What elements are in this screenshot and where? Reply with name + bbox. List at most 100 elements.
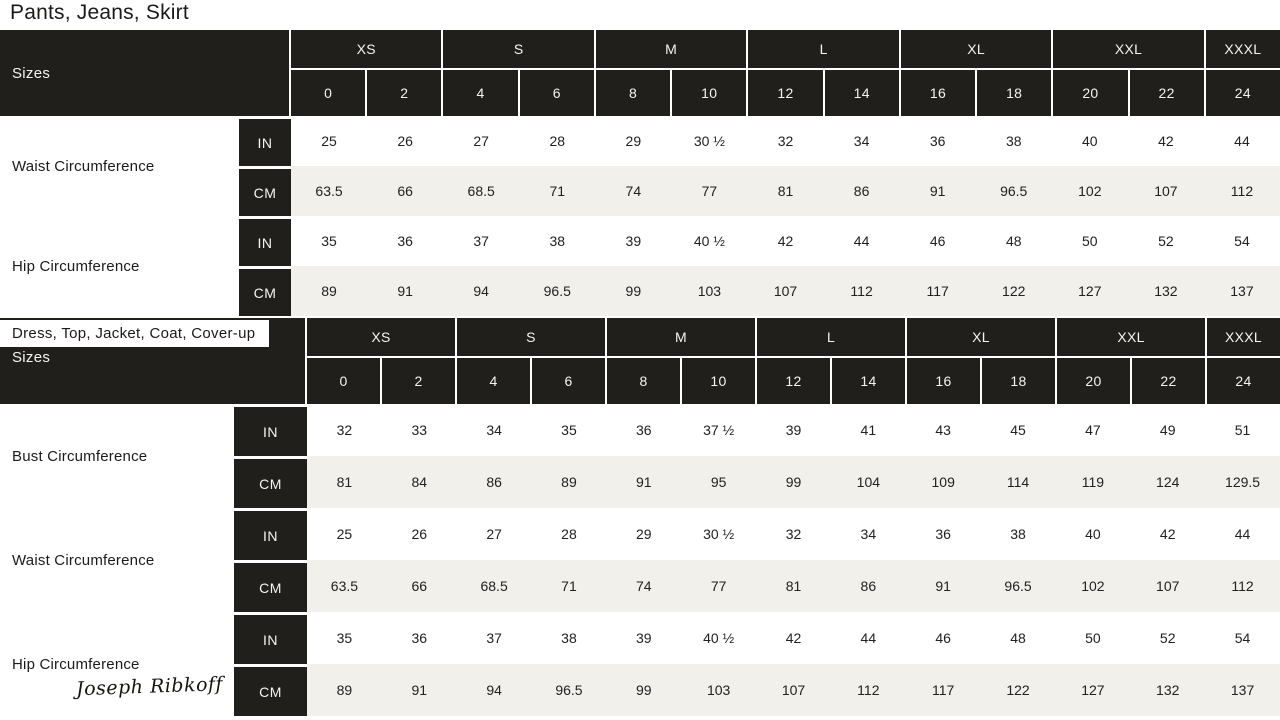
size-value-cell: 33 <box>381 404 457 456</box>
size-body: Bust Circumference IN 32 33 34 35 36 37 ½ 39 41 43… <box>0 404 1280 716</box>
size-number-header: 8 <box>607 358 680 404</box>
size-value-cell: 26 <box>381 508 457 560</box>
measurement-label: Hip Circumference <box>0 216 239 316</box>
size-value-cell: 66 <box>367 166 444 216</box>
size-value-cell: 54 <box>1205 612 1280 664</box>
size-value-cell: 34 <box>456 404 532 456</box>
size-value-cell: 39 <box>606 612 682 664</box>
measurement-label: Waist Circumference <box>0 508 234 612</box>
size-value-cell: 81 <box>756 560 831 612</box>
size-value-cell: 103 <box>681 664 757 716</box>
size-value-cell: 122 <box>975 266 1052 316</box>
size-header-row: Sizes XS S M L XL XXL XXXL 0 2 4 6 8 10 12 14 16 18 20 22 24 <box>0 30 1280 116</box>
size-value-cell: 89 <box>291 266 368 316</box>
size-value-cell: 42 <box>747 216 824 266</box>
size-value-cell: 127 <box>1055 664 1131 716</box>
size-value-cell: 38 <box>531 612 607 664</box>
size-number-header: 0 <box>291 70 366 116</box>
size-value-cell: 32 <box>307 404 382 456</box>
size-value-cell: 104 <box>830 456 906 508</box>
size-value-cell: 91 <box>381 664 457 716</box>
measurement-label: Hip Circumference <box>0 612 234 716</box>
size-value-cell: 99 <box>595 266 672 316</box>
size-value-cell: 129.5 <box>1205 456 1280 508</box>
unit-cell-in: IN <box>234 404 307 456</box>
size-value-cell: 50 <box>1051 216 1128 266</box>
size-value-cell: 71 <box>531 560 607 612</box>
unit-cell-in: IN <box>239 116 291 166</box>
size-group-header: M <box>607 318 755 356</box>
size-value-cell: 44 <box>823 216 900 266</box>
size-number-header: 0 <box>307 358 380 404</box>
size-value-cell: 96.5 <box>980 560 1056 612</box>
size-value-cell: 36 <box>367 216 444 266</box>
size-table-dress: Sizes XS S M L XL XXL XXXL 0 2 4 6 8 10 12 14 16 18 20 22 24… <box>0 318 1280 716</box>
size-value-cell: 112 <box>823 266 900 316</box>
size-value-cell: 48 <box>980 612 1056 664</box>
size-value-cell: 36 <box>905 508 981 560</box>
size-value-cell: 52 <box>1127 216 1204 266</box>
measurement-label: Waist Circumference <box>0 116 239 216</box>
size-value-cell: 28 <box>519 116 596 166</box>
size-value-cell: 112 <box>1203 166 1280 216</box>
unit-cell-cm: CM <box>239 266 291 316</box>
size-value-cell: 137 <box>1205 664 1280 716</box>
size-group-header: XS <box>291 30 442 68</box>
size-number-header: 2 <box>382 358 455 404</box>
size-value-cell: 119 <box>1055 456 1131 508</box>
unit-cell-in: IN <box>234 508 307 560</box>
size-group-header: S <box>443 30 594 68</box>
size-value-cell: 40 <box>1051 116 1128 166</box>
size-value-cell: 66 <box>381 560 457 612</box>
size-group-header: XL <box>907 318 1055 356</box>
size-value-cell: 35 <box>531 404 607 456</box>
size-value-cell: 77 <box>681 560 757 612</box>
size-value-cell: 34 <box>823 116 900 166</box>
size-value-cell: 107 <box>1127 166 1204 216</box>
size-value-cell: 50 <box>1055 612 1131 664</box>
size-value-cell: 48 <box>975 216 1052 266</box>
size-value-cell: 40 ½ <box>681 612 757 664</box>
size-value-cell: 95 <box>681 456 757 508</box>
size-number-header: 22 <box>1132 358 1205 404</box>
size-value-cell: 32 <box>747 116 824 166</box>
size-value-cell: 36 <box>899 116 976 166</box>
size-number-header: 4 <box>443 70 518 116</box>
size-body: Waist Circumference IN 25 26 27 28 29 30 ½ 32 34 3… <box>0 116 1280 316</box>
size-value-cell: 132 <box>1130 664 1206 716</box>
brand-logo: Joseph Ribkoff <box>75 673 224 701</box>
size-value-cell: 30 ½ <box>671 116 748 166</box>
size-number-header: 20 <box>1053 70 1128 116</box>
size-value-cell: 39 <box>756 404 831 456</box>
size-value-cell: 99 <box>606 664 682 716</box>
size-value-cell: 96.5 <box>531 664 607 716</box>
size-value-cell: 41 <box>830 404 906 456</box>
sizes-label: Sizes <box>0 30 289 116</box>
size-value-cell: 42 <box>1130 508 1206 560</box>
size-value-cell: 102 <box>1051 166 1128 216</box>
table-title-dress-top-jacket: Dress, Top, Jacket, Coat, Cover-up <box>0 320 270 347</box>
size-number-header: 24 <box>1205 70 1280 116</box>
size-value-cell: 39 <box>595 216 672 266</box>
size-value-cell: 46 <box>905 612 981 664</box>
size-number-header: 4 <box>457 358 530 404</box>
unit-cell-in: IN <box>239 216 291 266</box>
size-value-cell: 63.5 <box>291 166 368 216</box>
size-group-header: XXL <box>1053 30 1204 68</box>
size-value-cell: 132 <box>1127 266 1204 316</box>
size-value-cell: 54 <box>1203 216 1280 266</box>
pants-jeans-skirt-table: Pants, Jeans, Skirt Sizes XS S M L XL XXL XXXL 0… <box>0 0 1280 316</box>
size-value-cell: 117 <box>899 266 976 316</box>
size-number-header: 12 <box>748 70 823 116</box>
size-value-cell: 38 <box>980 508 1056 560</box>
size-value-cell: 43 <box>905 404 981 456</box>
size-number-header: 20 <box>1057 358 1130 404</box>
unit-cell-cm: CM <box>239 166 291 216</box>
size-group-header: S <box>457 318 605 356</box>
size-value-cell: 137 <box>1203 266 1280 316</box>
size-value-cell: 34 <box>830 508 906 560</box>
size-number-header: 6 <box>519 70 594 116</box>
size-group-header: XL <box>900 30 1052 68</box>
size-value-cell: 102 <box>1055 560 1131 612</box>
size-value-cell: 38 <box>519 216 596 266</box>
